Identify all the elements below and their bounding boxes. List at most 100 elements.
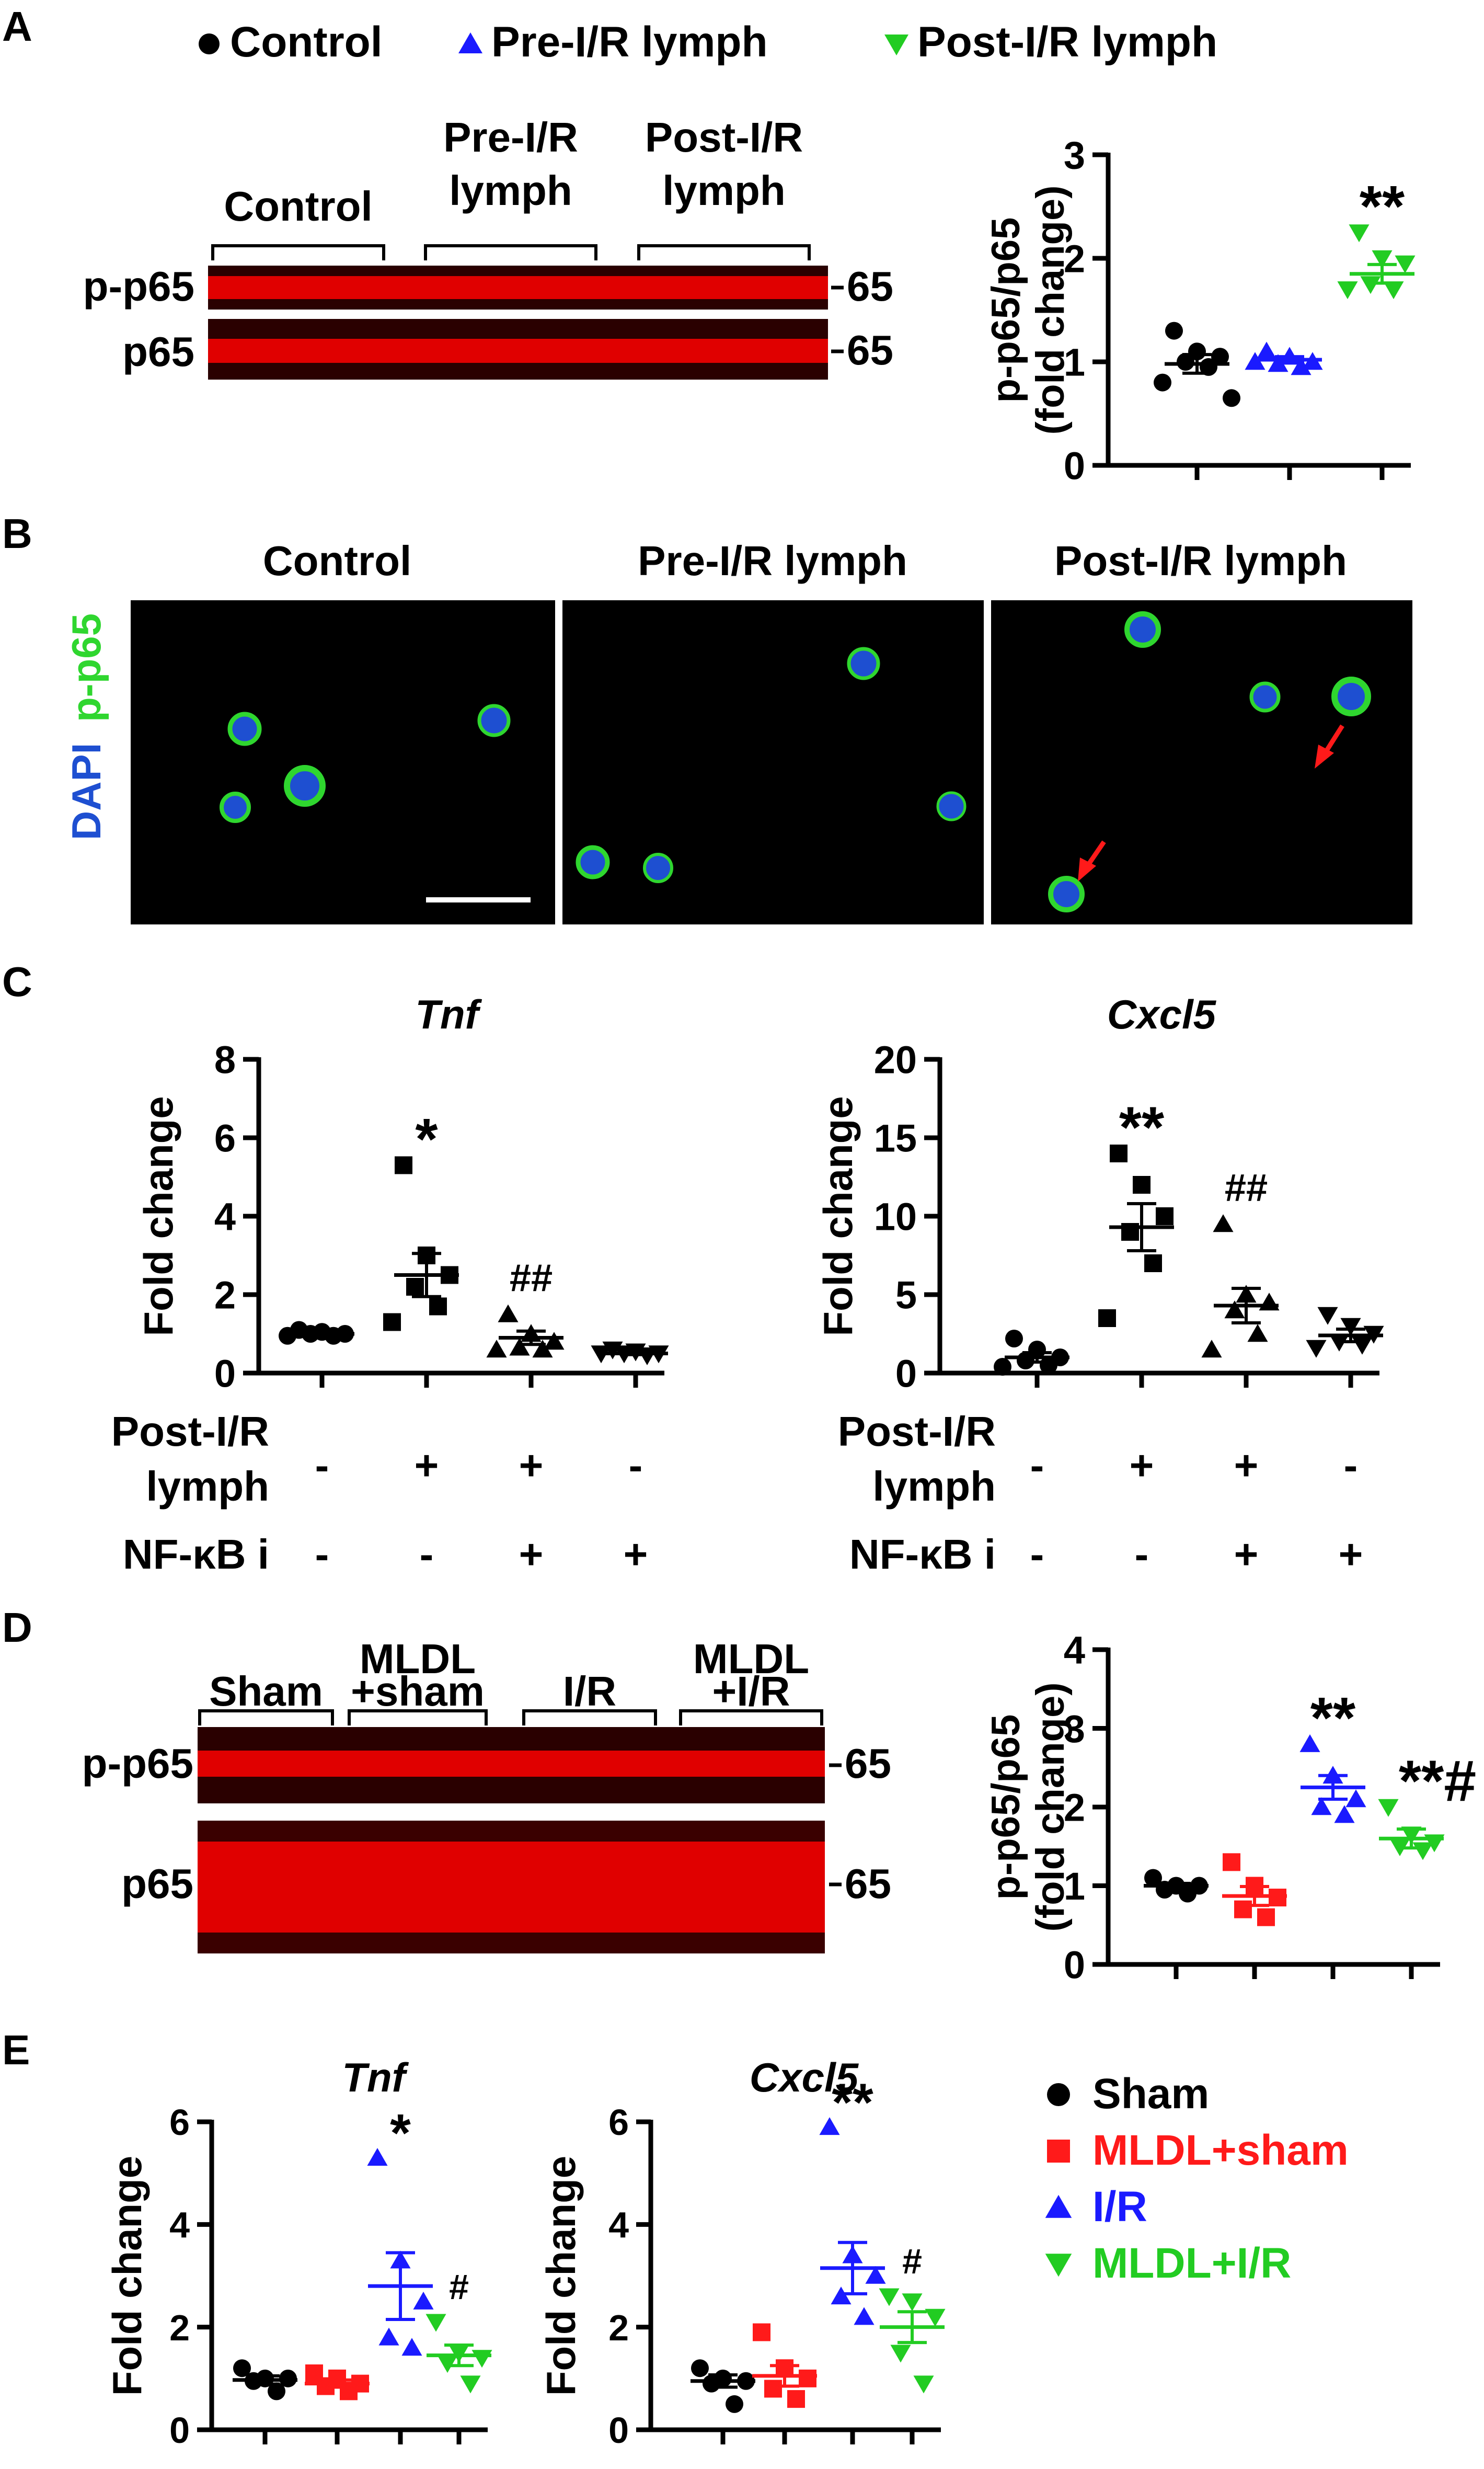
data-point	[383, 1313, 401, 1331]
data-point	[902, 2293, 923, 2312]
y-axis-label: Fold change	[104, 2156, 150, 2396]
lane-bracket	[424, 244, 597, 260]
cell-icon	[220, 792, 251, 823]
y-tick-label: 2	[1064, 1786, 1085, 1830]
panel-letter-e: E	[2, 2027, 30, 2073]
data-point	[637, 1347, 658, 1365]
data-point	[509, 1338, 530, 1356]
y-tick-label: 2	[214, 1274, 236, 1317]
y-tick-label: 3	[1064, 134, 1085, 177]
blot-group-label: Control	[224, 183, 372, 230]
y-axis-label: Fold change	[815, 1096, 861, 1336]
data-point	[233, 2359, 251, 2377]
red-arrow-icon	[1315, 724, 1344, 769]
blot-group-label: MLDL	[693, 1636, 809, 1682]
y-tick-label: 20	[874, 1038, 917, 1082]
treatment-label: Post-I/R	[838, 1408, 996, 1455]
data-point	[1223, 389, 1240, 407]
data-point	[1306, 1340, 1327, 1358]
treatment-sign: +	[1130, 1442, 1154, 1489]
y-tick-label: 4	[608, 2205, 629, 2246]
data-point	[1245, 352, 1266, 370]
blot-row-label: p-p65	[83, 263, 194, 310]
data-point	[819, 2117, 840, 2135]
cell-icon	[284, 765, 326, 807]
legend-marker	[199, 33, 220, 54]
lane-bracket	[198, 1709, 334, 1725]
data-point	[1156, 1207, 1174, 1225]
size-marker-label: 65	[847, 263, 893, 310]
significance-annotation: **	[832, 2073, 873, 2132]
y-tick-label: 6	[214, 1117, 236, 1160]
lane-bracket	[679, 1709, 823, 1725]
treatment-sign: +	[415, 1442, 439, 1489]
treatment-sign: +	[624, 1531, 648, 1578]
p65-label: p-p65	[63, 613, 109, 722]
treatment-sign: -	[1135, 1531, 1149, 1578]
data-point	[1144, 1254, 1162, 1272]
y-tick-label: 2	[169, 2307, 190, 2348]
data-point	[268, 2382, 285, 2401]
data-point	[831, 2287, 852, 2305]
treatment-sign: -	[1030, 1531, 1044, 1578]
micro-title-control: Control	[263, 538, 411, 584]
data-point	[1317, 1307, 1338, 1325]
treatment-sign: -	[315, 1531, 329, 1578]
treatment-label: lymph	[872, 1463, 996, 1510]
legend-label: I/R	[1092, 2183, 1147, 2231]
y-tick-label: 0	[214, 1352, 236, 1396]
data-point	[1247, 1324, 1268, 1342]
data-point	[1372, 250, 1393, 268]
lane-bracket	[211, 244, 385, 260]
data-point	[498, 1304, 519, 1322]
y-tick-label: 3	[1064, 1707, 1085, 1751]
blot-group-label: Pre-I/R	[443, 114, 578, 161]
cell-icon	[227, 712, 262, 746]
data-point	[1345, 1789, 1366, 1808]
data-point	[1005, 1330, 1023, 1347]
red-arrow-icon	[1078, 840, 1106, 882]
treatment-sign: -	[315, 1442, 329, 1489]
data-point	[890, 2345, 911, 2363]
y-axis-label: Fold change	[538, 2156, 584, 2396]
data-point	[1352, 1336, 1373, 1355]
data-point	[854, 2307, 875, 2325]
y-tick-label: 2	[1064, 237, 1085, 281]
data-point	[753, 2323, 770, 2341]
cell-icon	[847, 647, 880, 680]
static-layer: A B C D E DAPI p-p65 Control Pre-I/R lym…	[2, 3, 1412, 2073]
significance-annotation: #	[902, 2242, 922, 2281]
data-point	[1133, 1176, 1151, 1194]
data-point	[1256, 341, 1277, 360]
data-point	[486, 1340, 507, 1358]
significance-annotation: *	[415, 1107, 438, 1172]
significance-annotation: **	[1310, 1686, 1356, 1751]
data-point	[471, 2350, 492, 2368]
scale-bar-icon	[426, 897, 531, 902]
data-point	[1378, 1799, 1399, 1817]
data-point	[395, 1156, 412, 1174]
data-point	[1299, 1734, 1320, 1752]
panel-letter-b: B	[2, 510, 32, 557]
data-point	[1177, 353, 1194, 371]
data-point	[1144, 1869, 1162, 1887]
y-tick-label: 8	[214, 1038, 236, 1082]
data-point	[1291, 357, 1312, 375]
legend-marker	[1045, 2254, 1072, 2277]
legend-label: MLDL+sham	[1092, 2127, 1349, 2174]
lane-bracket	[348, 1709, 488, 1725]
data-point	[532, 1340, 553, 1358]
data-point	[401, 2338, 422, 2356]
blot-a-images	[208, 266, 828, 380]
significance-annotation: **	[1360, 174, 1405, 239]
treatment-label: Post-I/R	[111, 1408, 269, 1455]
y-axis-label: p-p65/p65	[984, 218, 1028, 403]
cell-icon	[643, 853, 673, 883]
y-axis-label: p-p65/p65	[984, 1714, 1028, 1900]
blot-group-label: Post-I/R	[645, 114, 803, 161]
size-marker-label: 65	[847, 327, 893, 373]
treatment-sign: +	[519, 1442, 544, 1489]
treatment-label: NF-κB i	[123, 1531, 269, 1578]
micrograph-control	[131, 600, 555, 924]
